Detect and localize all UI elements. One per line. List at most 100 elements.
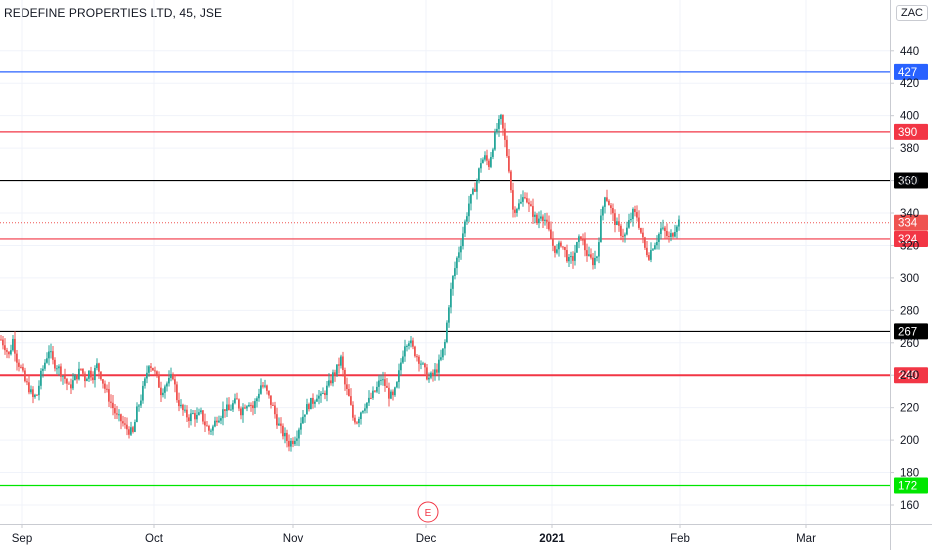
candle bbox=[8, 351, 10, 359]
candle-body bbox=[644, 237, 646, 248]
candle bbox=[356, 421, 358, 425]
candle-body bbox=[108, 389, 110, 402]
candle bbox=[274, 401, 276, 419]
currency-button[interactable]: ZAC bbox=[896, 5, 928, 21]
candle bbox=[454, 261, 456, 280]
candle-body bbox=[92, 377, 94, 381]
candle-body bbox=[536, 214, 538, 224]
candle bbox=[178, 392, 180, 412]
candle-body bbox=[618, 221, 620, 226]
x-tick-label: 2021 bbox=[539, 533, 565, 545]
candle bbox=[90, 366, 92, 381]
candle bbox=[312, 393, 314, 409]
candle-body bbox=[120, 414, 122, 422]
candle bbox=[406, 344, 408, 352]
y-tick-label: 320 bbox=[900, 240, 919, 252]
candle bbox=[462, 226, 464, 250]
candle bbox=[492, 147, 494, 160]
candle bbox=[362, 410, 364, 414]
candle bbox=[664, 225, 666, 239]
candle-body bbox=[116, 413, 118, 415]
candle-body bbox=[358, 419, 360, 424]
candle bbox=[306, 398, 308, 415]
candle bbox=[352, 401, 354, 421]
candle bbox=[586, 243, 588, 262]
candle-body bbox=[36, 394, 38, 396]
candle bbox=[440, 349, 442, 362]
candle-body bbox=[404, 346, 406, 357]
candle bbox=[290, 438, 292, 452]
candle bbox=[310, 397, 312, 410]
candle-body bbox=[548, 221, 550, 230]
candle bbox=[116, 405, 118, 420]
candle-body bbox=[222, 409, 224, 419]
candle-body bbox=[122, 421, 124, 424]
candle bbox=[554, 245, 556, 258]
candle bbox=[426, 363, 428, 381]
candle bbox=[170, 367, 172, 382]
candle bbox=[378, 374, 380, 394]
candle-body bbox=[164, 386, 166, 393]
x-tick-label: Mar bbox=[796, 533, 816, 545]
candle-body bbox=[336, 364, 338, 375]
candle bbox=[150, 363, 152, 373]
candle-body bbox=[560, 242, 562, 247]
candle-body bbox=[522, 197, 524, 202]
candle-body bbox=[362, 410, 364, 413]
candle-body bbox=[514, 209, 516, 213]
candle-body bbox=[280, 423, 282, 426]
candle-body bbox=[660, 228, 662, 234]
candle bbox=[190, 409, 192, 426]
candle-body bbox=[672, 233, 674, 237]
candle bbox=[476, 178, 478, 200]
candle bbox=[428, 372, 430, 383]
candle-body bbox=[272, 404, 274, 406]
candle bbox=[528, 198, 530, 212]
y-tick-label: 340 bbox=[900, 208, 919, 220]
candle bbox=[272, 402, 274, 406]
candle-body bbox=[266, 385, 268, 391]
candle-body bbox=[182, 404, 184, 411]
horizontal-levels: 427 390 360 324 267 240 172 334 bbox=[0, 63, 928, 494]
candle bbox=[480, 158, 482, 173]
candle-body bbox=[328, 380, 330, 386]
candle-body bbox=[250, 404, 252, 406]
candle-body bbox=[450, 288, 452, 308]
y-tick-label: 300 bbox=[900, 273, 919, 285]
candle-body bbox=[512, 190, 514, 210]
candle bbox=[460, 239, 462, 260]
candle-body bbox=[198, 412, 200, 415]
candle-body bbox=[676, 226, 678, 232]
candle-body bbox=[408, 343, 410, 346]
candle bbox=[266, 384, 268, 395]
candle bbox=[578, 234, 580, 249]
candle bbox=[82, 368, 84, 377]
candle-body bbox=[202, 410, 204, 422]
candle bbox=[372, 386, 374, 400]
candle-body bbox=[254, 401, 256, 409]
candle bbox=[610, 203, 612, 215]
candle-body bbox=[286, 432, 288, 441]
candle-body bbox=[58, 366, 60, 369]
candle bbox=[580, 236, 582, 241]
candle bbox=[200, 407, 202, 415]
candle-body bbox=[574, 252, 576, 261]
candle-body bbox=[94, 368, 96, 381]
candle bbox=[620, 223, 622, 241]
candle-body bbox=[190, 413, 192, 422]
candle bbox=[418, 354, 420, 372]
candle-body bbox=[556, 249, 558, 253]
candle bbox=[94, 365, 96, 388]
candle-body bbox=[236, 398, 238, 400]
candle bbox=[214, 416, 216, 428]
candle-body bbox=[662, 227, 664, 229]
earnings-event-marker[interactable]: E bbox=[417, 501, 439, 523]
candle-body bbox=[648, 255, 650, 260]
candle-body bbox=[412, 340, 414, 347]
candle-body bbox=[376, 386, 378, 392]
candle-body bbox=[256, 398, 258, 402]
candle-body bbox=[26, 381, 28, 383]
candle bbox=[326, 380, 328, 402]
candle-body bbox=[56, 368, 58, 370]
